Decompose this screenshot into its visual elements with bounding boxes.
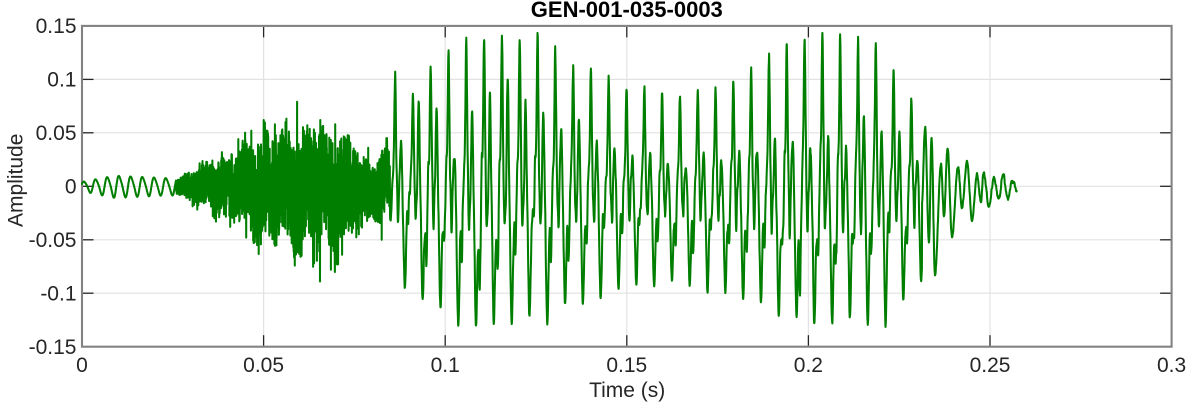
svg-text:0: 0 xyxy=(76,354,88,377)
svg-text:0.25: 0.25 xyxy=(970,354,1011,377)
svg-text:0.15: 0.15 xyxy=(36,15,77,38)
svg-text:0.05: 0.05 xyxy=(36,122,77,145)
svg-text:0.05: 0.05 xyxy=(243,354,284,377)
svg-text:0.3: 0.3 xyxy=(1157,354,1186,377)
svg-text:0: 0 xyxy=(65,176,77,199)
svg-text:0.1: 0.1 xyxy=(47,69,76,92)
svg-text:-0.1: -0.1 xyxy=(40,282,76,305)
svg-text:-0.15: -0.15 xyxy=(29,336,77,359)
svg-text:Amplitude: Amplitude xyxy=(5,134,28,227)
svg-text:0.2: 0.2 xyxy=(794,354,823,377)
svg-text:0.15: 0.15 xyxy=(606,354,647,377)
svg-text:0.1: 0.1 xyxy=(431,354,460,377)
svg-text:-0.05: -0.05 xyxy=(29,229,77,252)
svg-text:Time (s): Time (s) xyxy=(589,379,665,402)
svg-text:GEN-001-035-0003: GEN-001-035-0003 xyxy=(531,0,723,22)
